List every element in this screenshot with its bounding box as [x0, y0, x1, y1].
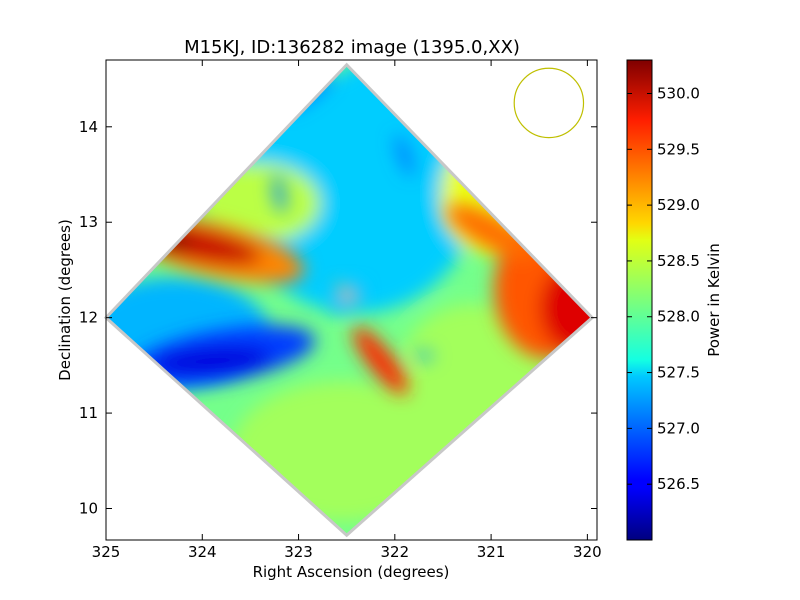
- colorbar-tick-label: 530.0: [657, 84, 700, 102]
- y-axis-label: Declination (degrees): [56, 219, 74, 381]
- colorbar-tick-label: 528.0: [657, 308, 700, 326]
- colorbar-tick-label: 526.5: [657, 475, 700, 493]
- y-tick-label: 10: [79, 500, 98, 518]
- colorbar-tick-label: 529.5: [657, 140, 700, 158]
- heatmap-image: [106, 64, 593, 536]
- heatmap-features: [119, 75, 593, 395]
- y-tick-label: 13: [79, 213, 98, 231]
- x-tick-label: 322: [381, 543, 410, 561]
- colorbar-tick-label: 527.5: [657, 364, 700, 382]
- cool-streak-east: [395, 134, 414, 177]
- x-tick-label: 321: [477, 543, 506, 561]
- footprint-edge: [103, 62, 595, 538]
- colorbar-ticks: 526.5 527.0 527.5 528.0 528.5 529.0 529.5 530.0: [627, 84, 700, 493]
- colorbar-tick-label: 529.0: [657, 196, 700, 214]
- hot-east-lobe: [539, 263, 593, 354]
- hot-east-arm: [446, 204, 536, 260]
- axes-frame: [105, 59, 598, 541]
- x-tick-label: 325: [92, 543, 121, 561]
- x-tick-label: 320: [573, 543, 602, 561]
- colorbar-gradient: [626, 59, 653, 541]
- cool-spot-east: [413, 351, 434, 360]
- y-tick-label: 12: [79, 309, 98, 327]
- chart-title: M15KJ, ID:136282 image (1395.0,XX): [184, 37, 520, 58]
- colorbar-tick-label: 527.0: [657, 419, 700, 437]
- x-tick-label: 324: [188, 543, 217, 561]
- x-tick-label: 323: [284, 543, 313, 561]
- cool-streak-west: [273, 173, 286, 214]
- colorbar-tick-label: 528.5: [657, 252, 700, 270]
- plot-area: [103, 59, 598, 541]
- colorbar: 526.5 527.0 527.5 528.0 528.5 529.0 529.5 530.0…: [626, 59, 723, 541]
- x-axis-label: Right Ascension (degrees): [253, 563, 450, 581]
- colorbar-label: Power in Kelvin: [705, 243, 723, 357]
- y-axis-ticks: 10 11 12 13 14: [79, 118, 597, 518]
- y-tick-label: 11: [79, 404, 98, 422]
- center-cross-warm: [335, 284, 358, 304]
- cold-west-lobe: [152, 346, 272, 376]
- warm-filament: [352, 326, 408, 395]
- x-axis-ticks: 325 324 323 322 321 320: [92, 60, 602, 561]
- y-tick-label: 14: [79, 118, 98, 136]
- beam-circle: [513, 67, 585, 139]
